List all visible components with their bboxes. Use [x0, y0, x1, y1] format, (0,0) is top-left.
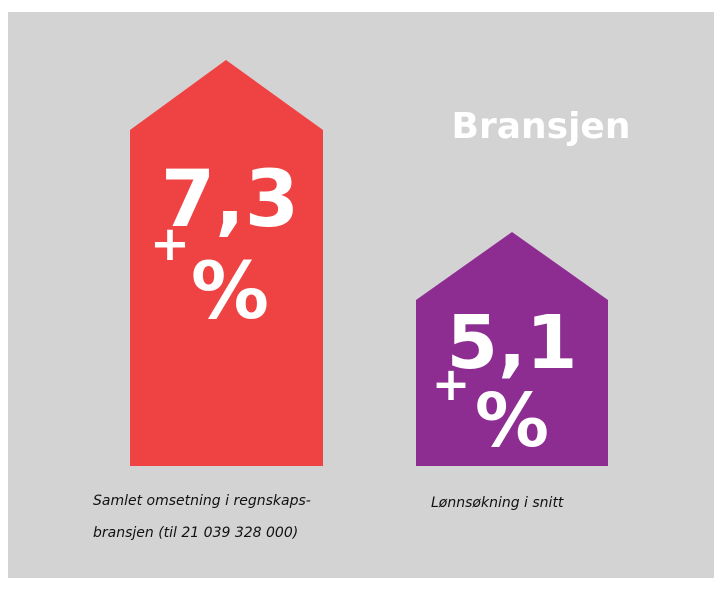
caption: Lønnsøkning i snitt	[431, 495, 564, 511]
sign: +	[432, 357, 471, 411]
value: 5,1	[446, 300, 577, 386]
caption: bransjen (til 21 039 328 000)	[93, 525, 298, 541]
house-red	[130, 60, 323, 466]
caption: Samlet omsetning i regnskaps-	[93, 493, 311, 509]
value: 7,3	[161, 155, 299, 245]
house-purple	[416, 232, 608, 466]
unit: %	[475, 378, 549, 464]
title: Bransjen	[452, 106, 631, 147]
sign: +	[150, 216, 190, 272]
unit: %	[191, 247, 269, 337]
